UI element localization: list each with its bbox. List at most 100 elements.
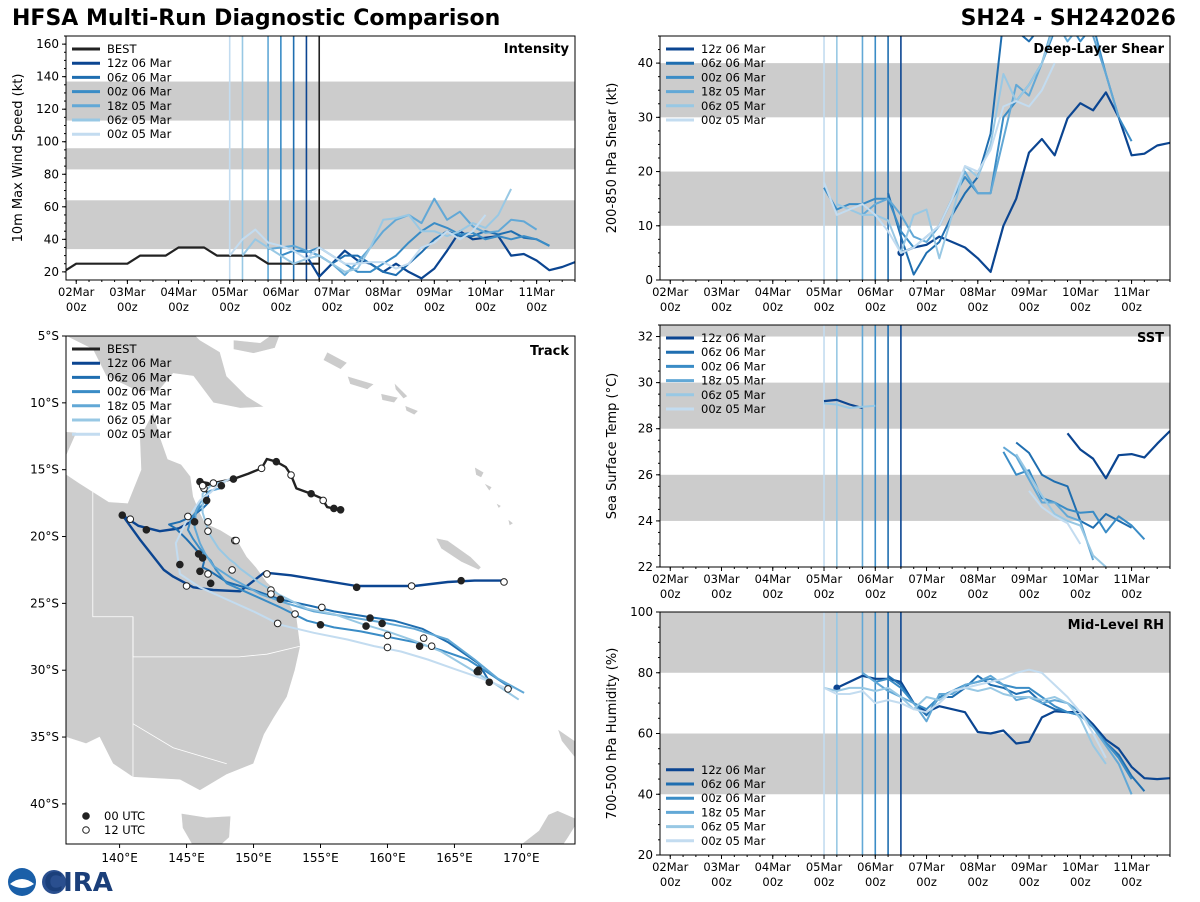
rh-xtick-label: 00z (711, 875, 732, 889)
storm-id: SH24 - SH242026 (960, 6, 1176, 31)
shear-xtick-label: 05Mar (806, 285, 843, 299)
track-dot-12utc (182, 582, 191, 590)
sst-xtick-label: 00z (1070, 587, 1091, 601)
shear-series-line (823, 62, 1056, 254)
shear-ytick-label: 10 (638, 219, 653, 233)
intensity-legend-label: 00z 06 Mar (107, 85, 172, 99)
intensity-ytick-label: 140 (36, 70, 59, 84)
shear-xtick-label: 08Mar (960, 285, 997, 299)
intensity-series-line (66, 246, 320, 272)
intensity-title: Intensity (504, 42, 570, 57)
land-new-caledonia (435, 537, 482, 571)
sst-series-line (1015, 441, 1133, 529)
sst-xtick-label: 00z (916, 587, 937, 601)
land-tasmania (180, 812, 232, 844)
track-dot-00utc (142, 526, 151, 534)
intensity-xtick-label: 02Mar (58, 285, 95, 299)
track-dot-00utc (366, 614, 374, 622)
rh-ytick-label: 60 (638, 727, 653, 741)
track-dot-12utc (291, 610, 299, 618)
shear-xtick-label: 00z (1070, 300, 1091, 314)
state-border (132, 723, 227, 765)
track-dot-00utc (362, 622, 370, 630)
track-dot-00utc (485, 678, 494, 687)
shear-xtick-label: 00z (711, 300, 732, 314)
track-dot-00utc (118, 511, 127, 519)
sst-ylabel: Sea Surface Temp (°C) (605, 373, 620, 520)
sst-xtick-label: 04Mar (755, 572, 792, 586)
land-vanuatu-island (495, 502, 502, 510)
track-dot-12utc (318, 603, 326, 612)
rh-ylabel: 700-500 hPa Humidity (%) (605, 648, 620, 820)
sst-xtick-label: 07Mar (908, 572, 945, 586)
shear-xtick-label: 00z (916, 300, 937, 314)
rh-xtick-label: 02Mar (652, 860, 689, 874)
sst-ytick-label: 30 (638, 376, 653, 390)
track-dot-12utc (126, 515, 135, 523)
cira-globe-icon (42, 870, 66, 894)
intensity-xtick-label: 03Mar (109, 285, 146, 299)
sst-xtick-label: 00z (762, 587, 783, 601)
track-xtick-label: 160°E (369, 851, 406, 865)
track-legend-label: 06z 05 Mar (107, 413, 172, 427)
rh-chart: 2040608010002Mar00z03Mar00z04Mar00z05Mar… (605, 605, 1171, 889)
intensity-xtick-label: 08Mar (365, 285, 402, 299)
sst-series-line (1002, 446, 1095, 561)
rh-xtick-label: 07Mar (908, 860, 945, 874)
marker-legend-12utc (82, 826, 90, 834)
track-dot-00utc (316, 620, 325, 629)
intensity-ytick-label: 80 (44, 167, 59, 181)
shear-xtick-label: 00z (865, 300, 886, 314)
shear-legend-label: 06z 05 Mar (701, 99, 766, 113)
shear-xtick-label: 10Mar (1062, 285, 1099, 299)
sst-xtick-label: 00z (865, 587, 886, 601)
rh-legend-label: 00z 05 Mar (701, 834, 766, 848)
track-dot-00utc (352, 583, 361, 592)
rh-xtick-label: 04Mar (755, 860, 792, 874)
land-vanuatu-island (507, 518, 514, 527)
sst-series-line (1028, 490, 1082, 545)
track-dot-00utc (190, 518, 199, 526)
sst-xtick-label: 08Mar (960, 572, 997, 586)
intensity-ylabel: 10m Max Wind Speed (kt) (11, 74, 26, 243)
sst-xtick-label: 09Mar (1011, 572, 1048, 586)
intensity-xtick-label: 09Mar (416, 285, 453, 299)
sst-xtick-label: 00z (1019, 587, 1040, 601)
intensity-legend-label: 06z 06 Mar (107, 70, 172, 84)
rh-xtick-label: 11Mar (1113, 860, 1150, 874)
shear-xtick-label: 00z (1121, 300, 1142, 314)
rh-xtick-label: 10Mar (1062, 860, 1099, 874)
track-dot-00utc (473, 667, 482, 676)
rh-xtick-label: 00z (814, 875, 835, 889)
intensity-legend-label: 06z 05 Mar (107, 113, 172, 127)
land-new-britain (233, 336, 280, 354)
intensity-ytick-label: 100 (36, 135, 59, 149)
intensity-chart: 2040608010012014016002Mar00z03Mar00z04Ma… (11, 35, 576, 314)
rh-plot-area (660, 612, 1170, 855)
intensity-xtick-label: 04Mar (160, 285, 197, 299)
track-map: 140°E 145°E 150°E 155°E 160°E 165°E 170°E 5°S 10… (30, 329, 576, 865)
marker-legend-label: 12 UTC (104, 823, 145, 837)
track-legend-label: 00z 06 Mar (107, 385, 172, 399)
intensity-series-line (293, 230, 550, 277)
rh-legend-label: 00z 06 Mar (701, 791, 766, 805)
shear-series-line (836, 36, 1053, 260)
track-dot-00utc (272, 457, 281, 466)
rh-xtick-label: 06Mar (857, 860, 894, 874)
land-nz-south (521, 810, 575, 844)
figure-title: HFSA Multi-Run Diagnostic Comparison (12, 6, 501, 31)
shear-ylabel: 200-850 hPa Shear (kt) (605, 83, 620, 234)
sst-xtick-label: 06Mar (857, 572, 894, 586)
track-ytick-label: 15°S (30, 463, 59, 477)
rh-title: Mid-Level RH (1068, 618, 1164, 633)
intensity-legend-label: 18z 05 Mar (107, 99, 172, 113)
intensity-xtick-label: 05Mar (212, 285, 249, 299)
intensity-xtick-label: 00z (219, 300, 240, 314)
rh-ytick-label: 20 (638, 848, 653, 862)
track-dot-12utc (198, 481, 207, 490)
shear-ytick-label: 30 (638, 110, 653, 124)
track-dot-12utc (263, 570, 271, 578)
shear-xtick-label: 07Mar (908, 285, 945, 299)
sst-ytick-label: 26 (638, 468, 653, 482)
cira-logo-text: CIRA (44, 868, 113, 898)
